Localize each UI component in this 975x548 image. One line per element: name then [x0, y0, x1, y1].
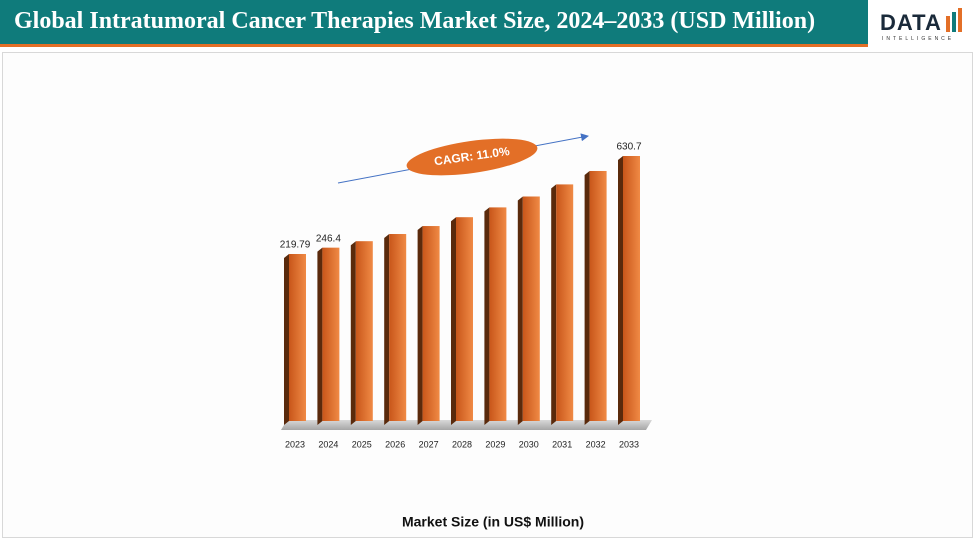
title: Global Intratumoral Cancer Therapies Mar… [14, 8, 816, 34]
bar [522, 196, 540, 421]
cagr-badge [406, 138, 538, 176]
logo-icon [946, 8, 962, 32]
x-tick-label: 2026 [385, 439, 405, 449]
x-tick-label: 2030 [519, 439, 539, 449]
bar [623, 156, 640, 421]
x-tick-label: 2032 [586, 439, 606, 449]
bar [289, 254, 306, 421]
bar [489, 207, 507, 421]
x-tick-label: 2028 [452, 439, 472, 449]
x-tick-label: 2033 [619, 439, 639, 449]
bar-side [551, 184, 557, 425]
bar [456, 217, 473, 421]
bar [389, 234, 407, 421]
bar-side [451, 217, 456, 425]
x-axis-label: Market Size (in US$ Million) [402, 514, 584, 530]
bar-side [417, 226, 423, 425]
data-label: 219.79 [280, 240, 311, 251]
bar-side [317, 247, 323, 425]
header-bar: Global Intratumoral Cancer Therapies Mar… [0, 0, 868, 47]
logo-text: DATA [880, 10, 942, 35]
x-tick-label: 2023 [285, 439, 305, 449]
data-label: 630.7 [616, 142, 641, 153]
bar-side [584, 170, 590, 425]
bar [322, 247, 340, 421]
x-tick-label: 2025 [352, 439, 372, 449]
bar-side [284, 254, 289, 425]
chart-floor [281, 420, 652, 430]
bar [355, 241, 373, 421]
x-tick-label: 2024 [318, 439, 338, 449]
x-tick-label: 2027 [419, 439, 439, 449]
bar [556, 184, 574, 421]
x-tick-label: 2031 [552, 439, 572, 449]
bar-side [517, 196, 523, 425]
data-label: 246.4 [316, 233, 341, 244]
bar [589, 170, 607, 421]
bar [422, 226, 440, 421]
bar-side [350, 241, 356, 425]
x-tick-label: 2029 [485, 439, 505, 449]
logo-subtext: INTELLIGENCE [882, 36, 955, 42]
bar-side [618, 156, 623, 425]
bar-side [484, 207, 490, 425]
logo: DATA INTELLIGENCE [870, 0, 975, 52]
bar-side [384, 234, 390, 425]
